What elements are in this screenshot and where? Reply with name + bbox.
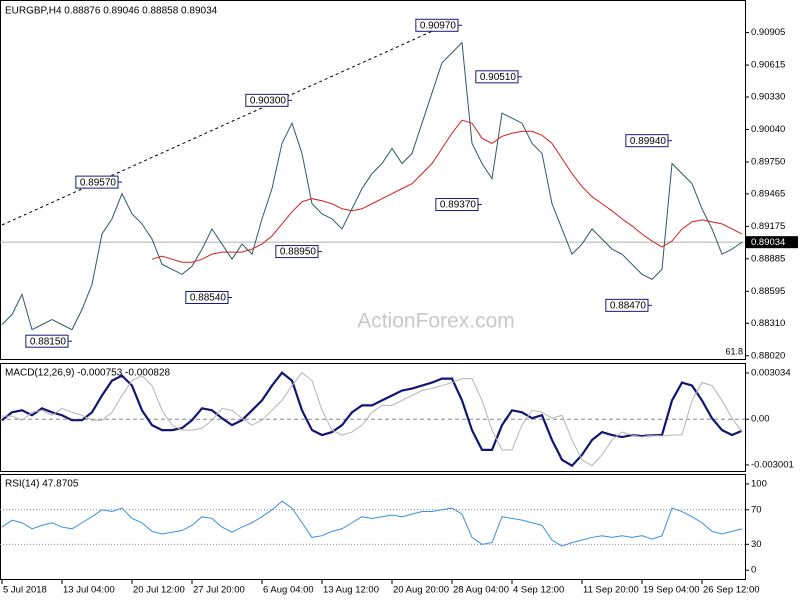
annotation-label: 0.90510 [480,72,517,83]
series-line [1,371,743,468]
y-tick-label: 0.89750 [751,156,785,167]
annotation-label: 0.90300 [250,95,287,106]
y-tick-label: 0.88310 [751,318,785,329]
x-tick-label: 5 Jul 2018 [3,585,47,596]
price-panel-frame [0,0,746,360]
annotation-label: 0.90970 [420,20,457,31]
annotation-label: 0.89570 [80,177,117,188]
y-tick-label: 0.003034 [751,367,791,378]
y-tick-label: 0.89465 [751,188,785,199]
annotation-label: 0.88150 [30,336,67,347]
annotation-label: 0.88540 [190,293,227,304]
y-tick-label: 0.90905 [751,27,785,38]
panel-title: MACD(12,26,9) -0.000753 -0.000828 [5,368,171,379]
y-tick-label: 30 [751,539,762,550]
rsi-panel-frame [0,474,746,580]
panel-title: EURGBP,H4 0.88876 0.89046 0.88858 0.8903… [5,6,218,17]
y-tick-label: 100 [751,478,767,489]
series-line [151,119,743,263]
trend-line [1,19,458,226]
y-tick-label: 0.00 [751,414,770,425]
fib-note: 61.8 [725,346,743,356]
y-tick-label: 70 [751,504,762,515]
x-tick-label: 20 Aug 20:00 [393,585,449,596]
y-tick-label: 0.88885 [751,253,785,264]
y-tick-label: -0.003001 [751,459,794,470]
y-tick-label: 0 [751,565,756,576]
panel-title: RSI(14) 47.8705 [5,479,79,490]
last-price-label: 0.89034 [751,237,785,248]
y-tick-label: 0.88595 [751,286,785,297]
series-line [2,372,743,467]
x-tick-label: 13 Aug 12:00 [323,585,379,596]
annotation-label: 0.89940 [630,136,667,147]
y-tick-label: 0.89175 [751,221,785,232]
annotation-label: 0.89370 [440,200,477,211]
annotation-label: 0.88950 [280,247,317,258]
watermark: ActionForex.com [357,310,515,333]
x-tick-label: 13 Jul 04:00 [63,585,115,596]
x-tick-label: 28 Aug 04:00 [453,585,509,596]
annotation-label: 0.88470 [610,300,647,311]
y-tick-label: 0.90615 [751,60,785,71]
x-tick-label: 26 Sep 12:00 [703,585,760,596]
last-price-box [746,236,798,249]
x-tick-label: 20 Jul 12:00 [133,585,185,596]
y-tick-label: 0.90330 [751,91,785,102]
macd-panel-frame [0,363,746,472]
series-line [1,41,743,331]
x-tick-label: 4 Sep 12:00 [513,585,564,596]
y-tick-label: 0.90040 [751,124,785,135]
y-tick-label: 0.88020 [751,350,785,361]
x-tick-label: 19 Sep 04:00 [643,585,700,596]
x-tick-label: 11 Sep 20:00 [583,585,639,596]
x-tick-label: 27 Jul 20:00 [193,585,245,596]
x-tick-label: 6 Aug 04:00 [263,585,314,596]
series-line [1,500,743,547]
